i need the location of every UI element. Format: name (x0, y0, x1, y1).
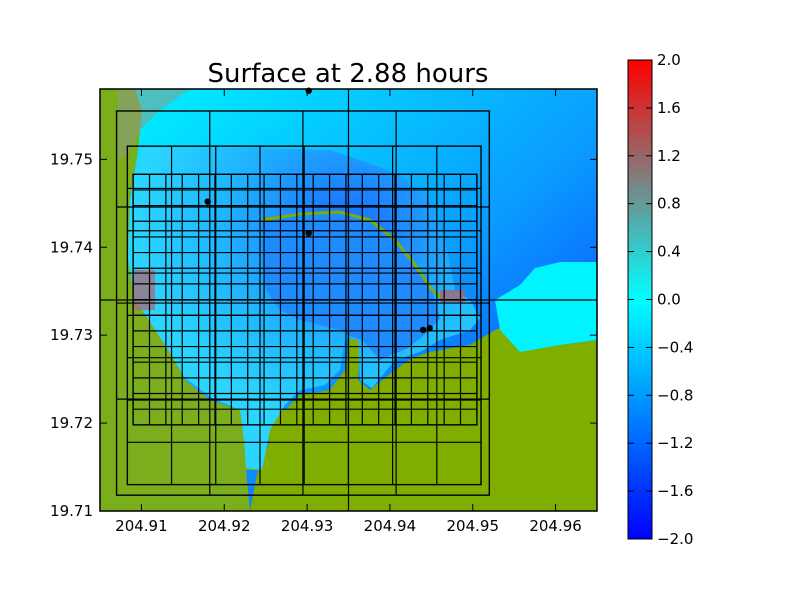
colorbar-tick-label: −0.8 (657, 386, 693, 404)
land-south (240, 325, 597, 511)
gauge-marker (426, 324, 433, 332)
x-tick-label: 204.92 (198, 517, 251, 535)
colorbar-ticks: 2.0 1.6 1.2 0.8 0.4 0.0 −0.4 −0.8 −1.2 −1.6 −2.0 (628, 51, 693, 548)
chart-title: Surface at 2.88 hours (208, 59, 489, 89)
colorbar-tick-label: 2.0 (657, 51, 681, 69)
gauge-marker (204, 198, 211, 205)
gauge-marker (419, 326, 427, 334)
x-tick-label: 204.95 (447, 517, 500, 535)
x-tick-label: 204.93 (281, 517, 334, 535)
colorbar-tick-label: 0.8 (657, 195, 681, 213)
colorbar-tick-label: −2.0 (657, 530, 693, 548)
elevated-patch-west (133, 270, 155, 310)
y-tick-label: 19.73 (50, 326, 93, 344)
y-axis: 19.71 19.72 19.73 19.74 19.75 (50, 150, 597, 520)
axes-frame (99, 88, 598, 512)
colorbar-tick-label: −1.2 (657, 434, 693, 452)
x-tick-label: 204.96 (529, 517, 582, 535)
y-tick-label: 19.71 (50, 502, 93, 520)
colorbar-tick-label: −0.4 (657, 338, 693, 356)
grey-band-nw (118, 89, 190, 160)
y-tick-label: 19.72 (50, 414, 93, 432)
reef-line (261, 210, 446, 302)
colorbar: 2.0 1.6 1.2 0.8 0.4 0.0 −0.4 −0.8 −1.2 −1.6 −2.0 (627, 51, 693, 548)
x-tick-label: 204.94 (364, 517, 417, 535)
gauge-marker (305, 229, 312, 237)
shelf-east (495, 262, 597, 352)
colorbar-tick-label: −1.6 (657, 482, 693, 500)
land-west (100, 89, 262, 511)
x-tick-label: 204.91 (115, 517, 168, 535)
colorbar-tick-label: 0.0 (657, 291, 681, 309)
colorbar-tick-label: 0.4 (657, 243, 681, 261)
colorbar-tick-label: 1.2 (657, 147, 681, 165)
colorbar-tick-label: 1.6 (657, 99, 681, 117)
x-axis: 204.91 204.92 204.93 204.94 204.95 204.96 (115, 89, 582, 535)
y-tick-label: 19.74 (50, 238, 93, 256)
y-tick-label: 19.75 (50, 150, 93, 168)
amr-grid-lines (99, 88, 598, 512)
